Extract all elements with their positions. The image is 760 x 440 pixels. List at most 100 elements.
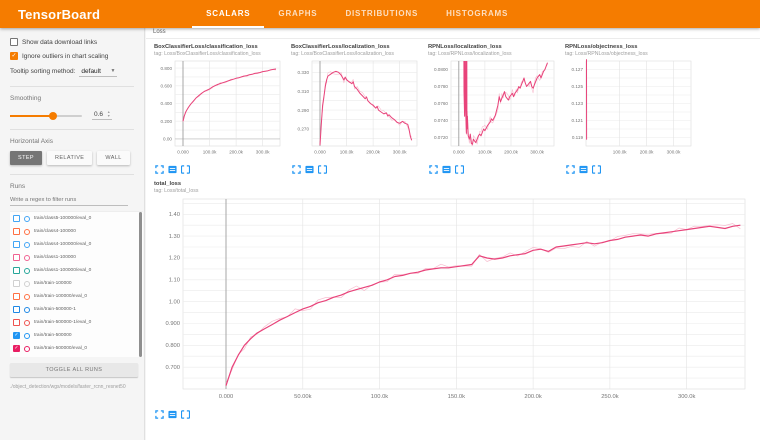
step-button[interactable]: STEP bbox=[10, 151, 42, 165]
svg-text:0.000: 0.000 bbox=[314, 150, 326, 155]
run-list-item[interactable]: train/class4-100000/eval_0 bbox=[10, 238, 143, 251]
run-checkbox[interactable] bbox=[13, 306, 20, 313]
total-loss-chart[interactable]: 0.7000.8000.9001.001.101.201.301.400.000… bbox=[151, 195, 755, 403]
run-checkbox[interactable] bbox=[13, 241, 20, 248]
svg-text:250.0k: 250.0k bbox=[601, 394, 619, 400]
run-label: train/train-500000 bbox=[34, 333, 72, 338]
data-table-icon[interactable] bbox=[168, 410, 177, 419]
classification-loss-chart[interactable]: 0.000.2000.4000.6000.8000.000100.0k200.0… bbox=[151, 58, 284, 158]
run-list-item[interactable]: train/train-500000-1 bbox=[10, 303, 143, 316]
tab-scalars[interactable]: SCALARS bbox=[192, 0, 264, 28]
app-header: TensorBoard SCALARS GRAPHS DISTRIBUTIONS… bbox=[0, 0, 760, 28]
run-checkbox[interactable] bbox=[13, 293, 20, 300]
runs-filter-input[interactable] bbox=[10, 195, 128, 206]
svg-text:0.290: 0.290 bbox=[298, 108, 310, 113]
svg-text:0.900: 0.900 bbox=[165, 321, 180, 327]
run-label: train/train-100000 bbox=[34, 281, 72, 286]
run-list-item[interactable]: train/train-500000-1/eval_0 bbox=[10, 316, 143, 329]
chevron-down-icon: ▼ bbox=[110, 68, 115, 75]
show-download-links-label: Show data download links bbox=[22, 39, 97, 46]
fit-domain-icon[interactable] bbox=[181, 165, 190, 174]
run-checkbox[interactable] bbox=[13, 319, 20, 326]
run-checkbox[interactable] bbox=[13, 215, 20, 222]
run-color-ring-icon bbox=[24, 346, 30, 352]
svg-text:0.123: 0.123 bbox=[572, 101, 584, 106]
run-label: train/class4-100000/eval_0 bbox=[34, 242, 91, 247]
category-header-loss[interactable]: Loss bbox=[146, 28, 760, 39]
tab-histograms[interactable]: HISTOGRAMS bbox=[432, 0, 522, 28]
fit-domain-icon[interactable] bbox=[592, 165, 601, 174]
ignore-outliers-checkbox[interactable] bbox=[10, 52, 18, 60]
svg-text:0.0740: 0.0740 bbox=[434, 118, 448, 123]
svg-text:0.600: 0.600 bbox=[161, 83, 173, 88]
svg-text:0.0720: 0.0720 bbox=[434, 135, 448, 140]
expand-chart-icon[interactable] bbox=[155, 165, 164, 174]
smoothing-value-box[interactable]: 0.6 ▲▼ bbox=[92, 111, 112, 120]
data-table-icon[interactable] bbox=[168, 165, 177, 174]
expand-chart-icon[interactable] bbox=[566, 165, 575, 174]
smoothing-slider[interactable] bbox=[10, 115, 82, 117]
svg-text:300.0k: 300.0k bbox=[667, 150, 681, 155]
fit-domain-icon[interactable] bbox=[181, 410, 190, 419]
rpn-localization-loss-chart[interactable]: 0.07200.07400.07600.07800.08000.000100.0… bbox=[425, 58, 558, 158]
run-checkbox[interactable] bbox=[13, 280, 20, 287]
chart-actions bbox=[562, 163, 699, 174]
svg-text:150.0k: 150.0k bbox=[448, 394, 466, 400]
svg-text:0.125: 0.125 bbox=[572, 84, 584, 89]
show-download-links-option[interactable]: Show data download links bbox=[10, 38, 144, 46]
tab-graphs[interactable]: GRAPHS bbox=[264, 0, 331, 28]
smoothing-label: Smoothing bbox=[10, 95, 144, 102]
run-checkbox[interactable] bbox=[13, 267, 20, 274]
runs-scrollbar[interactable] bbox=[139, 212, 142, 357]
show-download-links-checkbox[interactable] bbox=[10, 38, 18, 46]
run-color-ring-icon bbox=[24, 255, 30, 261]
run-color-ring-icon bbox=[24, 229, 30, 235]
fit-domain-icon[interactable] bbox=[318, 165, 327, 174]
expand-chart-icon[interactable] bbox=[429, 165, 438, 174]
spinner-arrows-icon[interactable]: ▲▼ bbox=[107, 111, 110, 118]
run-list-item[interactable]: train/class1-100000 bbox=[10, 251, 143, 264]
run-list-item[interactable]: train/train-500000 bbox=[10, 329, 143, 342]
run-checkbox[interactable] bbox=[13, 332, 20, 339]
box-localization-loss-chart[interactable]: 0.2700.2900.3100.3300.000100.0k200.0k300… bbox=[288, 58, 421, 158]
tooltip-sort-dropdown[interactable]: default ▼ bbox=[79, 68, 117, 77]
wall-button[interactable]: WALL bbox=[97, 151, 129, 165]
data-table-icon[interactable] bbox=[579, 165, 588, 174]
data-table-icon[interactable] bbox=[305, 165, 314, 174]
run-checkbox[interactable] bbox=[13, 254, 20, 261]
svg-text:1.30: 1.30 bbox=[169, 234, 180, 240]
toggle-all-runs-button[interactable]: TOGGLE ALL RUNS bbox=[10, 363, 138, 377]
slider-fill bbox=[10, 115, 53, 117]
run-color-ring-icon bbox=[24, 268, 30, 274]
chart-tag: tag: Loss/total_loss bbox=[151, 188, 760, 194]
run-list-item[interactable]: train/train-500000/eval_0 bbox=[10, 342, 143, 355]
fit-domain-icon[interactable] bbox=[455, 165, 464, 174]
svg-text:100.0k: 100.0k bbox=[613, 150, 627, 155]
expand-chart-icon[interactable] bbox=[292, 165, 301, 174]
slider-thumb[interactable] bbox=[49, 112, 57, 120]
run-list-item[interactable]: train/class5-100000/eval_0 bbox=[10, 212, 143, 225]
run-list-item[interactable]: train/train-100000 bbox=[10, 277, 143, 290]
run-list-item[interactable]: train/class4-100000 bbox=[10, 225, 143, 238]
svg-text:0.0760: 0.0760 bbox=[434, 101, 448, 106]
expand-chart-icon[interactable] bbox=[155, 410, 164, 419]
run-label: train/class5-100000/eval_0 bbox=[34, 216, 91, 221]
chart-title: RPNLoss/objectness_loss bbox=[562, 44, 699, 51]
ignore-outliers-option[interactable]: Ignore outliers in chart scaling bbox=[10, 52, 144, 60]
run-checkbox[interactable] bbox=[13, 228, 20, 235]
run-checkbox[interactable] bbox=[13, 345, 20, 352]
tab-distributions[interactable]: DISTRIBUTIONS bbox=[331, 0, 432, 28]
svg-text:1.40: 1.40 bbox=[169, 212, 180, 218]
svg-text:1.00: 1.00 bbox=[169, 299, 180, 305]
run-list-item[interactable]: train/train-100000/eval_0 bbox=[10, 290, 143, 303]
relative-button[interactable]: RELATIVE bbox=[47, 151, 92, 165]
total-loss-block: total_loss tag: Loss/total_loss 0.7000.8… bbox=[146, 174, 760, 419]
run-label: train/class4-100000 bbox=[34, 229, 76, 234]
chart-tag: tag: Loss/RPNLoss/localization_loss bbox=[425, 51, 562, 57]
run-list-item[interactable]: train/class1-100000/eval_0 bbox=[10, 264, 143, 277]
data-table-icon[interactable] bbox=[442, 165, 451, 174]
svg-text:0.330: 0.330 bbox=[298, 70, 310, 75]
objectness-loss-chart[interactable]: 0.1190.1210.1230.1250.127100.0k200.0k300… bbox=[562, 58, 695, 158]
logdir-path: ./object_detection/wgs/models/faster_rcn… bbox=[10, 384, 135, 392]
chart-card-classification-loss: BoxClassifierLoss/classification_loss ta… bbox=[151, 44, 288, 174]
